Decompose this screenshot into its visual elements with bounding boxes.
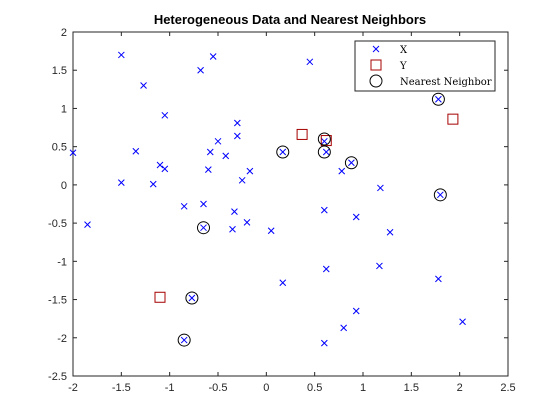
legend-entry-x-label: X xyxy=(400,45,408,56)
legend-entry-nearest-neighbor-marker xyxy=(369,74,383,88)
y-tick-label: -1.5 xyxy=(48,295,67,307)
x-point xyxy=(340,324,348,332)
x-point xyxy=(197,66,204,74)
x-tick-label: -2 xyxy=(68,382,78,394)
x-point xyxy=(204,166,212,173)
x-point xyxy=(459,318,466,326)
x-point xyxy=(352,307,360,315)
x-point xyxy=(231,208,238,215)
y-point xyxy=(296,128,308,140)
y-point xyxy=(447,113,459,125)
x-tick-label: 0.5 xyxy=(307,382,322,394)
x-point xyxy=(161,165,169,173)
y-tick-label: 0 xyxy=(61,180,67,192)
x-point xyxy=(238,176,246,184)
legend-box xyxy=(354,40,496,92)
x-point xyxy=(209,53,217,60)
x-point xyxy=(267,227,275,235)
data-markers xyxy=(69,51,466,347)
x-point xyxy=(386,228,394,236)
x-point xyxy=(246,167,254,175)
x-point xyxy=(320,137,328,145)
nearest-neighbor-marker xyxy=(344,156,358,170)
nearest-neighbor-marker xyxy=(317,132,331,146)
y-tick-label: -1 xyxy=(57,256,67,268)
legend-entry-y-label: Y xyxy=(399,61,407,72)
x-point xyxy=(338,167,346,175)
nearest-neighbor-marker xyxy=(431,92,445,106)
legend-entry-x-marker xyxy=(372,45,380,53)
x-point xyxy=(156,161,164,169)
x-point xyxy=(69,149,77,157)
y-tick-label: -2 xyxy=(57,333,67,345)
y-tick-label: -0.5 xyxy=(48,218,67,230)
y-tick-label: -2.5 xyxy=(48,371,67,383)
x-point xyxy=(180,202,188,210)
nearest-neighbor-marker xyxy=(197,221,210,235)
x-point xyxy=(320,206,328,214)
x-tick-label: -1.5 xyxy=(112,382,131,394)
x-tick-label: 0 xyxy=(263,382,269,394)
legend-entry-nearest-neighbor-label: Nearest Neighbor xyxy=(400,77,492,88)
x-point xyxy=(233,119,241,127)
legend: XY Nearest Neighbor xyxy=(354,40,496,92)
x-point xyxy=(161,111,169,119)
y-tick-label: 1 xyxy=(61,103,67,115)
x-point xyxy=(117,179,125,186)
x-point xyxy=(322,265,330,273)
x-point xyxy=(435,275,442,283)
x-point xyxy=(348,159,355,167)
x-axis: -2 -1.5 -1 -0.5 0 0.5 1 1.5 2 2.5 xyxy=(68,32,516,394)
x-point xyxy=(243,218,251,226)
x-tick-label: -1 xyxy=(165,382,175,394)
x-point xyxy=(376,262,383,270)
x-point xyxy=(352,213,360,221)
y-tick-label: 0.5 xyxy=(52,142,67,154)
x-tick-label: 1 xyxy=(360,382,366,394)
x-point xyxy=(222,152,230,160)
x-point xyxy=(206,148,214,156)
x-tick-label: 1.5 xyxy=(404,382,419,394)
nearest-neighbor-marker xyxy=(185,291,199,305)
x-point xyxy=(180,336,188,344)
x-point xyxy=(200,224,207,232)
x-tick-label: 2.5 xyxy=(500,382,515,394)
chart-title: Heterogeneous Data and Nearest Neighbors xyxy=(154,12,426,27)
x-point xyxy=(279,279,287,287)
nearest-neighbor-marker xyxy=(317,145,331,159)
x-point xyxy=(436,191,444,199)
nearest-neighbor-marker xyxy=(177,333,191,347)
x-point xyxy=(200,200,207,208)
nearest-neighbor-marker xyxy=(433,188,447,202)
x-point xyxy=(229,225,236,233)
y-point xyxy=(154,291,166,303)
x-point xyxy=(377,184,384,192)
x-point xyxy=(279,148,287,156)
x-point xyxy=(306,58,314,66)
nearest-neighbor-marker xyxy=(276,145,290,159)
y-tick-label: 1.5 xyxy=(52,65,67,77)
x-point xyxy=(320,339,328,347)
x-point xyxy=(233,132,241,140)
x-point xyxy=(84,221,91,228)
x-point xyxy=(214,137,222,145)
x-point xyxy=(132,147,140,155)
x-point xyxy=(435,95,442,103)
y-axis: 2 1.5 1 0.5 0 -0.5 -1 -1.5 -2 -2.5 xyxy=(48,27,508,383)
y-point xyxy=(320,135,332,147)
x-point xyxy=(188,294,196,302)
x-point xyxy=(117,51,125,59)
legend-entry-y-marker xyxy=(370,59,382,71)
x-point xyxy=(149,180,157,188)
x-point xyxy=(322,148,330,156)
x-tick-label: 2 xyxy=(457,382,463,394)
y-tick-label: 2 xyxy=(61,27,67,39)
x-tick-label: -0.5 xyxy=(209,382,228,394)
x-point xyxy=(140,82,147,89)
